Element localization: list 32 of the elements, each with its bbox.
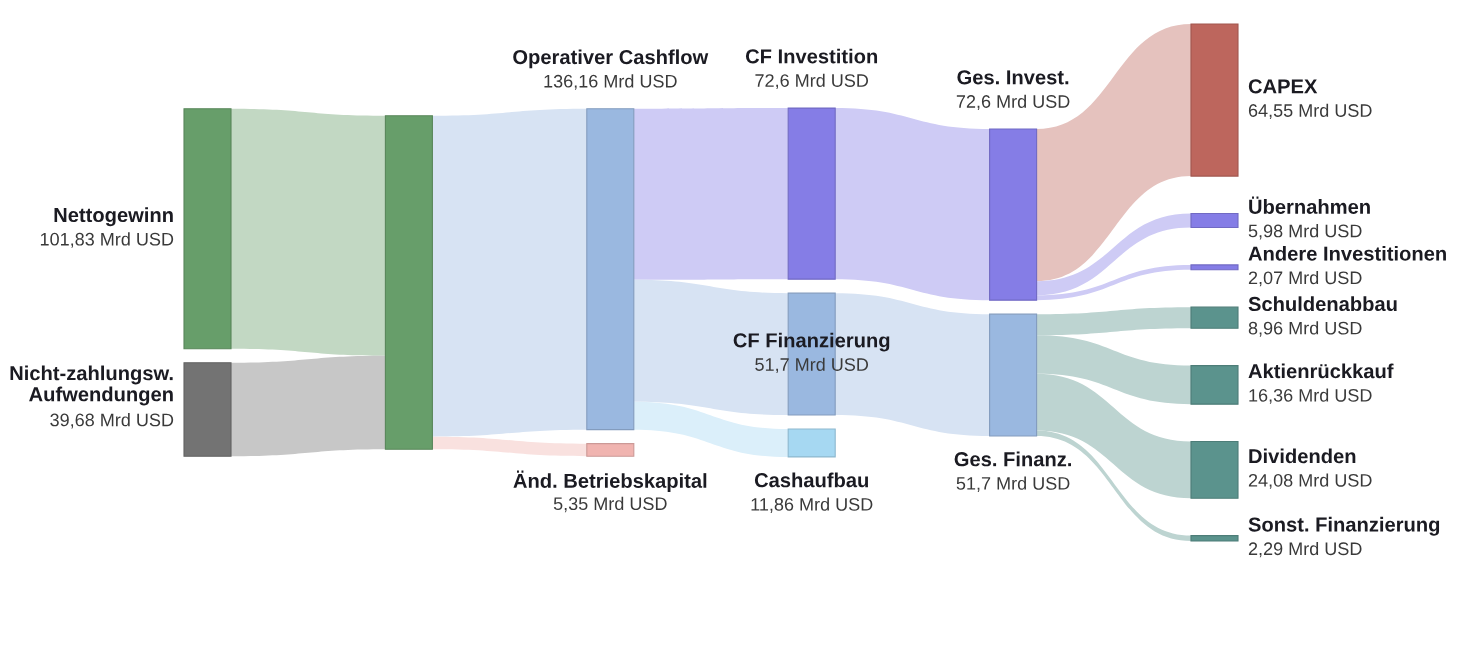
data-label: 72,6 Mrd USD [956,94,1070,111]
category-label: Übernahmen [1249,196,1370,214]
data-label: 5,98 Mrd USD [1248,224,1362,240]
category-label: CAPEX [1248,79,1318,94]
data-label: 5,35 Mrd USD [553,496,667,513]
data-label: 2,29 Mrd USD [1248,541,1362,558]
category-label: Nettogewinn [54,207,173,227]
category-label: Nicht-zahlungsw. Aufwendungen [10,365,173,406]
data-label: 39,68 Mrd USD [50,413,174,429]
data-label: 51,7 Mrd USD [755,357,869,374]
category-label: Operativer Cashflow [513,49,709,69]
category-label: CF Finanzierung [733,332,890,352]
data-label: 16,36 Mrd USD [1249,388,1372,404]
category-label: Cashaufbau [754,472,869,488]
data-label: 8,96 Mrd USD [1248,321,1362,337]
data-label: 24,08 Mrd USD [1248,473,1372,489]
category-label: Schuldenabbau [1248,296,1397,312]
data-label: 64,55 Mrd USD [1248,103,1372,120]
category-label: Sonst. Finanzierung [1248,516,1440,536]
category-label: Änd. Betriebskapital [513,470,707,492]
category-label: Andere Investitionen [1248,245,1446,261]
data-label: 136,16 Mrd USD [544,74,677,90]
category-label: Dividenden [1249,448,1356,464]
category-label: Aktienrückkauf [1248,363,1394,379]
data-label: 11,86 Mrd USD [751,497,873,513]
data-label: 51,7 Mrd USD [956,476,1070,492]
category-label: Ges. Invest. [957,70,1069,85]
category-label: Ges. Finanz. [954,451,1072,467]
data-label: 101,83 Mrd USD [40,232,174,248]
data-label: 2,07 Mrd USD [1248,270,1362,287]
data-label: 72,6 Mrd USD [755,73,869,90]
category-label: CF Investition [745,48,878,64]
